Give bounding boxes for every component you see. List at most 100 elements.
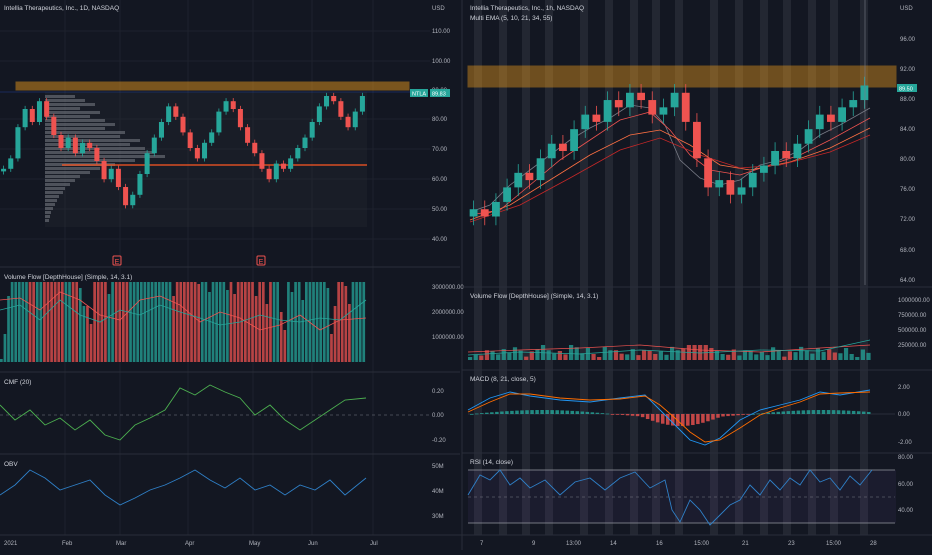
right-resistance-zone bbox=[467, 65, 897, 88]
left-candle bbox=[173, 103, 179, 120]
left-candle bbox=[202, 139, 208, 162]
left-volume-bar bbox=[290, 292, 294, 362]
macd-bar bbox=[856, 411, 861, 414]
left-volume-bar bbox=[344, 286, 348, 362]
svg-text:750000.00: 750000.00 bbox=[898, 313, 927, 319]
right-volume-bar bbox=[507, 352, 512, 360]
right-volume-bar bbox=[569, 345, 574, 360]
right-candle bbox=[771, 142, 779, 175]
right-volume-bar bbox=[613, 350, 619, 360]
macd-bar bbox=[851, 410, 856, 414]
svg-text:84.00: 84.00 bbox=[900, 127, 916, 133]
right-volume-bar bbox=[580, 353, 585, 360]
left-candle bbox=[158, 118, 164, 141]
left-volume-bar bbox=[215, 282, 218, 362]
right-volume-bar bbox=[552, 353, 557, 360]
macd-bar bbox=[781, 411, 786, 414]
macd-bar bbox=[816, 410, 821, 414]
right-price-tag: 89.50 bbox=[897, 84, 917, 93]
left-candle bbox=[252, 139, 258, 157]
right-candle bbox=[492, 193, 500, 226]
right-volume-axis: 1000000.00 750000.00 500000.00 250000.00 bbox=[898, 298, 930, 349]
cmf-label: CMF (20) bbox=[4, 379, 31, 386]
svg-text:40M: 40M bbox=[432, 489, 444, 495]
left-volume-bar bbox=[333, 306, 337, 362]
svg-text:Jul: Jul bbox=[370, 541, 378, 547]
left-volume-bar bbox=[312, 282, 315, 362]
svg-text:28: 28 bbox=[870, 541, 877, 547]
left-volume-bar bbox=[261, 282, 265, 362]
left-candle bbox=[22, 105, 28, 131]
right-candle bbox=[793, 134, 802, 168]
left-candle bbox=[245, 124, 251, 146]
left-volume-bar bbox=[190, 282, 193, 362]
macd-bar bbox=[645, 414, 650, 420]
right-volume-bar bbox=[664, 354, 669, 360]
left-volume-bar bbox=[348, 304, 351, 362]
macd-bar bbox=[535, 410, 539, 414]
right-volume-bar bbox=[641, 349, 647, 360]
macd-bar bbox=[786, 411, 791, 414]
right-volume-bar bbox=[546, 350, 551, 360]
right-volume-bar bbox=[647, 350, 652, 360]
macd-bar bbox=[650, 414, 655, 421]
right-volume-bar bbox=[821, 351, 826, 360]
svg-text:88.00: 88.00 bbox=[900, 97, 916, 103]
left-volume-bar bbox=[193, 282, 197, 362]
svg-text:May: May bbox=[249, 541, 260, 547]
left-volume-bar bbox=[165, 282, 168, 362]
left-candles bbox=[1, 92, 365, 209]
left-candle bbox=[1, 165, 7, 175]
left-volume-bar bbox=[204, 282, 208, 362]
left-volume-bar bbox=[326, 288, 330, 362]
left-volume-bar bbox=[319, 282, 323, 362]
macd-bar bbox=[485, 412, 489, 414]
right-volume-bar bbox=[681, 348, 686, 360]
left-candle bbox=[87, 139, 93, 152]
macd-bar bbox=[866, 411, 871, 414]
svg-text:72.00: 72.00 bbox=[900, 217, 916, 223]
svg-text:NTLA: NTLA bbox=[412, 92, 426, 98]
macd-bar bbox=[691, 414, 695, 426]
svg-text:80.00: 80.00 bbox=[432, 117, 448, 123]
svg-text:110.00: 110.00 bbox=[432, 29, 451, 35]
right-volume-bar bbox=[484, 350, 490, 360]
svg-text:Feb: Feb bbox=[62, 541, 73, 547]
right-candle bbox=[704, 149, 712, 197]
macd-bar bbox=[660, 414, 665, 424]
right-volume-label: Volume Flow [DepthHouse] (Simple, 14, 3.… bbox=[470, 293, 598, 300]
ticker-tag: NTLA 89.83 bbox=[410, 89, 450, 98]
right-candle bbox=[670, 84, 679, 117]
svg-text:80.00: 80.00 bbox=[898, 455, 914, 461]
macd-bar bbox=[731, 414, 735, 416]
svg-text:30M: 30M bbox=[432, 514, 444, 520]
svg-text:60.00: 60.00 bbox=[432, 177, 448, 183]
left-volume-bar bbox=[125, 282, 129, 362]
svg-text:Jun: Jun bbox=[308, 541, 318, 547]
left-candle bbox=[94, 144, 100, 165]
right-volume-bar bbox=[731, 349, 736, 360]
macd-bar bbox=[831, 410, 836, 414]
left-volume-label: Volume Flow [DepthHouse] (Simple, 14, 3.… bbox=[4, 274, 132, 281]
earnings-marker-2[interactable]: E bbox=[256, 255, 266, 266]
left-candle bbox=[302, 134, 308, 152]
svg-text:80.00: 80.00 bbox=[900, 157, 916, 163]
left-candle bbox=[101, 157, 107, 183]
right-title: Intellia Therapeutics, Inc., 1h, NASDAQ bbox=[470, 5, 584, 12]
left-volume-bar bbox=[14, 282, 18, 362]
right-candle bbox=[815, 105, 824, 138]
rsi-axis: 80.00 60.00 40.00 bbox=[898, 455, 914, 514]
left-volume-bar bbox=[114, 282, 118, 362]
rsi-line bbox=[467, 469, 873, 526]
macd-bar bbox=[711, 414, 715, 420]
left-volume-bar bbox=[251, 282, 254, 362]
right-volume-bar bbox=[653, 354, 658, 360]
macd-bar bbox=[751, 413, 755, 415]
left-volume-bar bbox=[175, 282, 179, 362]
left-volume-bar bbox=[315, 282, 319, 362]
earnings-marker-1[interactable]: E bbox=[112, 255, 122, 266]
right-candle bbox=[614, 91, 623, 117]
svg-text:1000000.00: 1000000.00 bbox=[432, 335, 464, 341]
right-volume-bar bbox=[759, 351, 764, 360]
right-volume-bar bbox=[782, 356, 787, 360]
